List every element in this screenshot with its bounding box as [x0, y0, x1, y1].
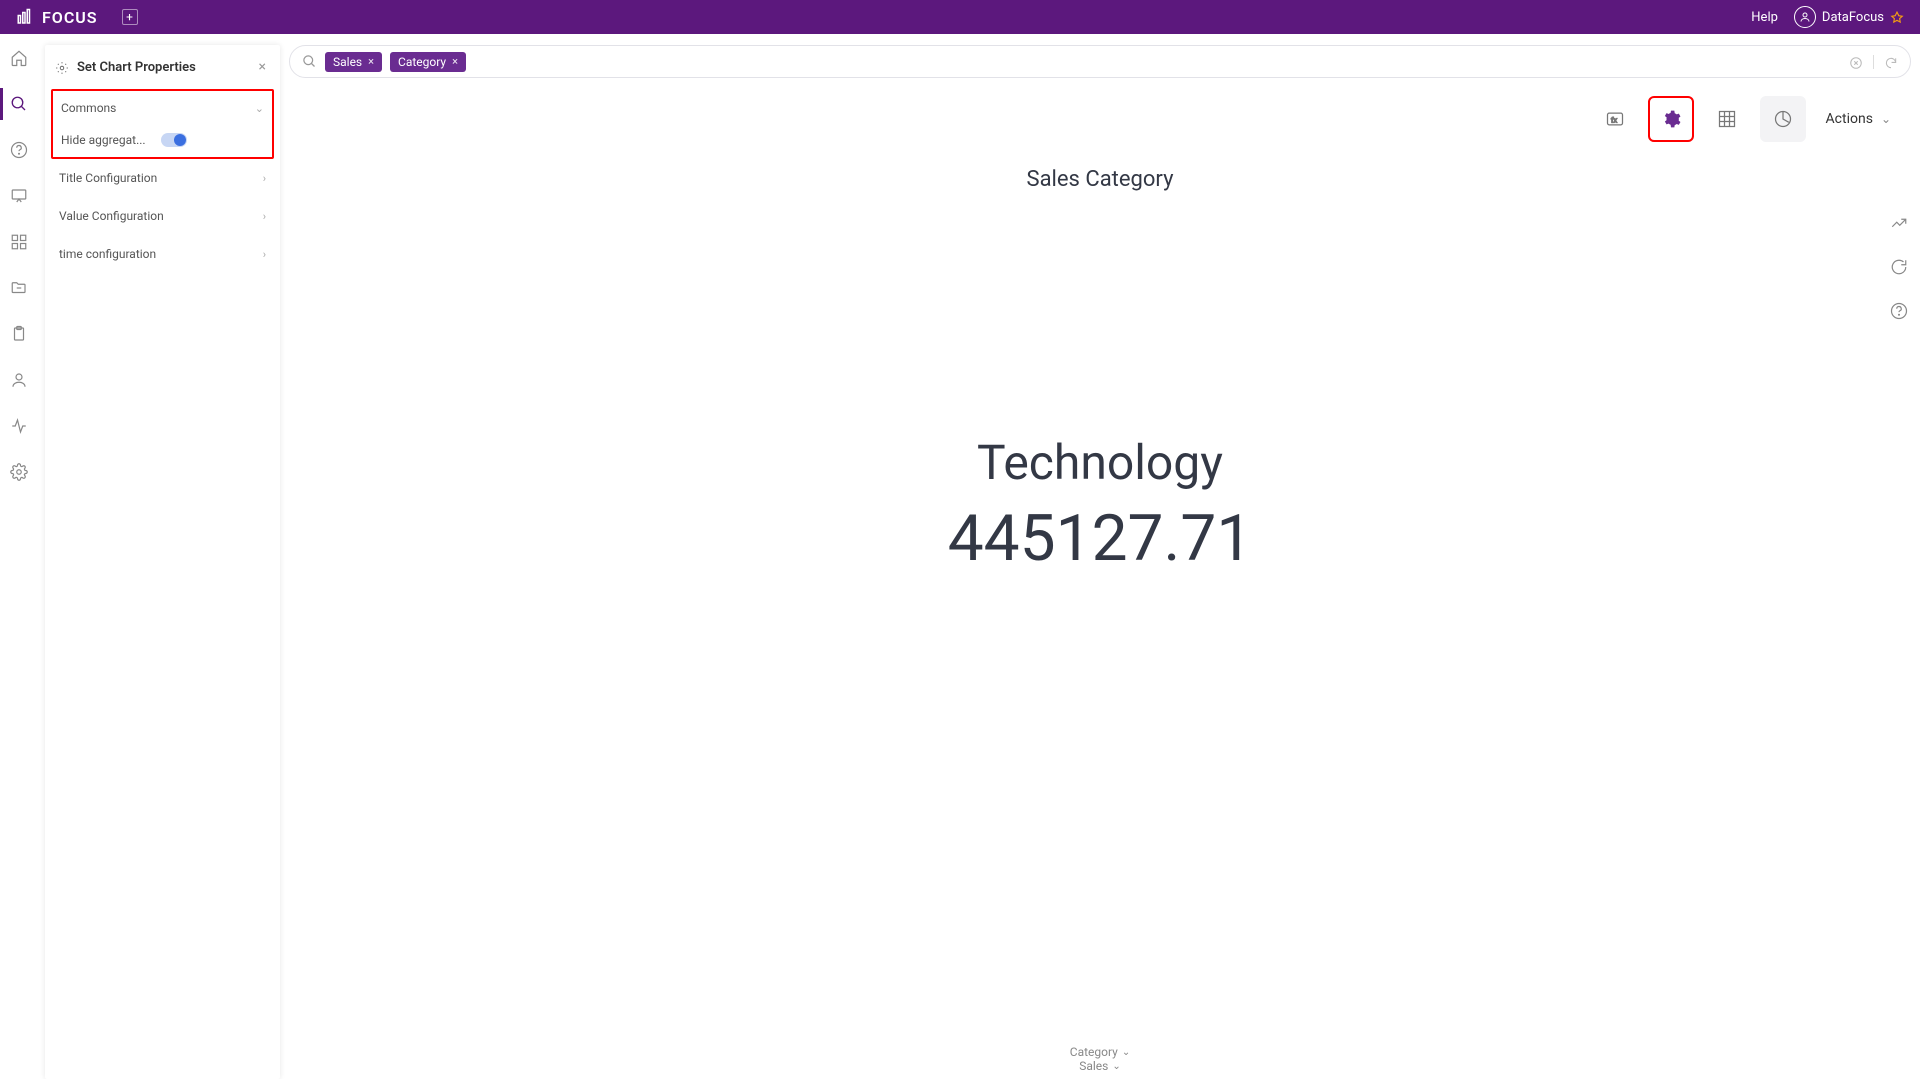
nav-help-icon[interactable]	[9, 140, 29, 160]
logo[interactable]: FOCUS	[16, 8, 98, 27]
chevron-right-icon: ›	[263, 248, 266, 261]
nav-search-icon[interactable]	[9, 94, 29, 114]
chevron-down-icon: ⌄	[1122, 1047, 1130, 1058]
help-circle-icon[interactable]	[1890, 302, 1908, 320]
footer-dim-category[interactable]: Category ⌄	[1070, 1045, 1130, 1059]
user-name: DataFocus	[1822, 10, 1884, 25]
chevron-right-icon: ›	[263, 172, 266, 185]
title-config-row[interactable]: Title Configuration ›	[45, 159, 280, 197]
add-tab-button[interactable]: +	[122, 9, 138, 25]
chevron-down-icon: ⌄	[255, 102, 264, 115]
chevron-down-icon: ⌄	[1112, 1061, 1120, 1072]
commons-label: Commons	[61, 101, 255, 115]
table-view-button[interactable]	[1704, 96, 1750, 142]
nav-activity-icon[interactable]	[9, 416, 29, 436]
user-badge-icon	[1890, 10, 1904, 24]
chevron-right-icon: ›	[263, 210, 266, 223]
nav-settings-icon[interactable]	[9, 462, 29, 482]
hide-aggregate-row: Hide aggregat...	[53, 125, 272, 157]
svg-text:fx: fx	[1610, 115, 1617, 124]
gear-icon	[55, 60, 69, 74]
tag-sales-label: Sales	[333, 55, 362, 69]
nav-grid-icon[interactable]	[9, 232, 29, 252]
chart-properties-panel: Set Chart Properties × Commons ⌄ Hide ag…	[45, 45, 280, 1079]
user-menu[interactable]: DataFocus	[1794, 6, 1904, 28]
kpi-display: Technology 445127.71	[948, 434, 1253, 576]
formula-button[interactable]: fx	[1592, 96, 1638, 142]
tag-category-label: Category	[398, 55, 446, 69]
value-config-label: Value Configuration	[59, 209, 263, 223]
searchbar-actions	[1849, 55, 1898, 69]
footer-dimensions: Category ⌄ Sales ⌄	[1070, 1045, 1130, 1073]
help-link[interactable]: Help	[1751, 10, 1778, 25]
other-sections: Title Configuration › Value Configuratio…	[45, 159, 280, 273]
divider	[1873, 55, 1874, 69]
time-config-label: time configuration	[59, 247, 263, 261]
panel-title: Set Chart Properties	[77, 60, 251, 75]
nav-user-icon[interactable]	[9, 370, 29, 390]
commons-section: Commons ⌄ Hide aggregat...	[51, 89, 274, 159]
settings-button[interactable]	[1648, 96, 1694, 142]
tag-remove-icon[interactable]: ×	[452, 55, 458, 68]
search-bar[interactable]: Sales × Category ×	[289, 45, 1911, 78]
commons-header[interactable]: Commons ⌄	[53, 91, 272, 125]
logo-icon	[16, 8, 34, 26]
title-config-label: Title Configuration	[59, 171, 263, 185]
kpi-label: Technology	[948, 434, 1253, 491]
app-header: FOCUS + Help DataFocus	[0, 0, 1920, 34]
chart-title: Sales Category	[1027, 167, 1174, 192]
close-icon[interactable]: ×	[259, 59, 266, 75]
nav-presentation-icon[interactable]	[9, 186, 29, 206]
right-mini-rail	[1890, 214, 1908, 320]
nav-folder-icon[interactable]	[9, 278, 29, 298]
nav-clipboard-icon[interactable]	[9, 324, 29, 344]
footer-dim-sales-label: Sales	[1079, 1059, 1108, 1073]
time-config-row[interactable]: time configuration ›	[45, 235, 280, 273]
left-nav-rail	[0, 34, 38, 1079]
reload-icon[interactable]	[1890, 258, 1908, 276]
actions-label: Actions	[1826, 111, 1873, 127]
hide-aggregate-label: Hide aggregat...	[61, 133, 161, 147]
tag-category[interactable]: Category ×	[390, 52, 466, 72]
user-avatar-icon	[1794, 6, 1816, 28]
refresh-icon[interactable]	[1884, 55, 1898, 69]
nav-home-icon[interactable]	[9, 48, 29, 68]
chart-toolbar: fx Actions ⌄	[289, 96, 1911, 142]
kpi-value: 445127.71	[948, 501, 1253, 576]
chart-type-button[interactable]	[1760, 96, 1806, 142]
actions-menu[interactable]: Actions ⌄	[1816, 96, 1901, 142]
value-config-row[interactable]: Value Configuration ›	[45, 197, 280, 235]
hide-aggregate-toggle[interactable]	[161, 133, 187, 147]
footer-dim-category-label: Category	[1070, 1045, 1118, 1059]
clear-icon[interactable]	[1849, 55, 1863, 69]
main-content: Sales × Category × fx	[280, 34, 1920, 1079]
line-chart-icon[interactable]	[1890, 214, 1908, 232]
logo-text: FOCUS	[42, 8, 98, 27]
search-icon	[302, 54, 317, 69]
chevron-down-icon: ⌄	[1881, 112, 1891, 126]
footer-dim-sales[interactable]: Sales ⌄	[1070, 1059, 1130, 1073]
panel-header: Set Chart Properties ×	[45, 45, 280, 89]
tag-remove-icon[interactable]: ×	[368, 55, 374, 68]
tag-sales[interactable]: Sales ×	[325, 52, 382, 72]
